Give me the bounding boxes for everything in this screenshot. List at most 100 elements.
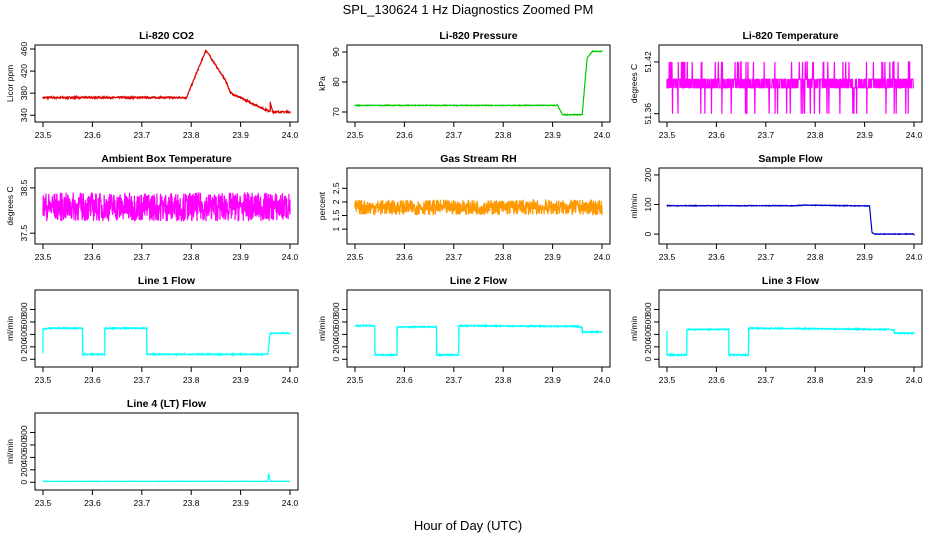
y-tick-label: 51.36 — [643, 103, 653, 125]
x-tick-label: 23.8 — [183, 252, 200, 262]
x-tick-label: 23.8 — [183, 130, 200, 140]
x-tick-label: 24.0 — [282, 130, 299, 140]
x-tick-label: 23.7 — [134, 130, 151, 140]
y-tick-label: 800 — [331, 302, 341, 316]
x-tick-label: 23.9 — [232, 252, 249, 262]
x-tick-label: 23.9 — [544, 375, 561, 385]
x-tick-label: 23.9 — [856, 252, 873, 262]
plot-frame — [658, 167, 923, 245]
x-tick-label: 24.0 — [906, 252, 923, 262]
x-tick-label: 23.9 — [856, 130, 873, 140]
y-tick-label: 460 — [19, 42, 29, 56]
series-line — [42, 473, 290, 483]
chart-panel-5: Gas Stream RH 23.5 23.6 23.7 23.8 23.9 24.0 1 1.… — [317, 153, 611, 262]
x-tick-label: 23.9 — [856, 375, 873, 385]
series-line — [354, 49, 603, 117]
x-tick-label: 23.8 — [495, 252, 512, 262]
plot-frame — [346, 167, 611, 245]
series-line — [666, 61, 914, 114]
x-tick-label: 23.5 — [347, 130, 364, 140]
x-tick-label: 23.6 — [84, 252, 101, 262]
chart-panel-10: Line 4 (LT) Flow 23.5 23.6 23.7 23.8 23.9 24.0… — [5, 398, 299, 508]
x-tick-label: 23.7 — [758, 130, 775, 140]
y-tick-label: 400 — [19, 327, 29, 341]
plot-frame — [346, 44, 611, 123]
x-tick-label: 23.5 — [659, 252, 676, 262]
x-tick-label: 23.5 — [347, 252, 364, 262]
plot-frame — [34, 289, 299, 368]
y-tick-label: 400 — [19, 450, 29, 464]
y-axis-label: Licor ppm — [5, 65, 15, 102]
x-tick-label: 23.5 — [659, 375, 676, 385]
y-tick-label: 1 — [331, 226, 341, 231]
plot-frame — [658, 44, 923, 123]
y-tick-label: 2.5 — [331, 182, 341, 194]
x-tick-label: 23.6 — [84, 498, 101, 508]
chart-panel-1: Li-820 CO2 23.5 23.6 23.7 23.8 23.9 24.0 340 380… — [5, 30, 299, 140]
y-axis-label: percent — [317, 191, 327, 220]
x-tick-label: 24.0 — [282, 252, 299, 262]
y-tick-label: 200 — [643, 168, 653, 182]
x-tick-label: 24.0 — [594, 252, 611, 262]
y-tick-label: 600 — [19, 438, 29, 452]
y-tick-label: 0 — [19, 480, 29, 485]
y-tick-label: 420 — [19, 64, 29, 78]
y-tick-label: 400 — [331, 327, 341, 341]
chart-panel-2: Li-820 Pressure 23.5 23.6 23.7 23.8 23.9 24.0 7… — [317, 30, 611, 140]
panel-title: Gas Stream RH — [440, 153, 516, 165]
panel-title: Line 2 Flow — [450, 275, 508, 287]
y-tick-label: 600 — [643, 315, 653, 329]
x-tick-label: 23.7 — [134, 252, 151, 262]
y-axis-label: degrees C — [629, 64, 639, 103]
y-tick-label: 0 — [19, 357, 29, 362]
x-axis-label: Hour of Day (UTC) — [413, 518, 523, 533]
y-tick-label: 2 — [331, 199, 341, 204]
y-axis-label: kPa — [317, 76, 327, 91]
y-tick-label: 600 — [331, 315, 341, 329]
series-line — [354, 323, 603, 358]
x-tick-label: 24.0 — [282, 375, 299, 385]
x-tick-label: 23.8 — [495, 130, 512, 140]
panel-title: Line 1 Flow — [138, 275, 196, 287]
x-tick-label: 23.9 — [544, 252, 561, 262]
x-tick-label: 23.8 — [495, 375, 512, 385]
panel-title: Li-820 Pressure — [439, 30, 517, 42]
plot-frame — [346, 289, 611, 368]
y-tick-label: 90 — [331, 47, 341, 57]
x-tick-label: 23.7 — [758, 375, 775, 385]
chart-panel-6: Sample Flow 23.5 23.6 23.7 23.8 23.9 24.0 0 100 2… — [629, 153, 923, 262]
x-tick-label: 23.6 — [396, 375, 413, 385]
x-tick-label: 23.7 — [134, 498, 151, 508]
chart-panel-4: Ambient Box Temperature 23.5 23.6 23.7 23.8 2… — [5, 153, 299, 262]
y-tick-label: 400 — [643, 327, 653, 341]
y-tick-label: 600 — [19, 315, 29, 329]
x-tick-label: 23.6 — [396, 130, 413, 140]
y-tick-label: 200 — [19, 462, 29, 476]
y-tick-label: 800 — [19, 425, 29, 439]
x-tick-label: 23.8 — [807, 130, 824, 140]
x-tick-label: 23.6 — [84, 130, 101, 140]
x-tick-label: 23.5 — [35, 252, 52, 262]
series-line — [42, 326, 291, 357]
x-tick-label: 23.6 — [396, 252, 413, 262]
x-tick-label: 23.5 — [347, 375, 364, 385]
x-tick-label: 23.6 — [708, 375, 725, 385]
series-line — [42, 191, 291, 222]
chart-panel-8: Line 2 Flow 23.5 23.6 23.7 23.8 23.9 24.0 0 2004… — [317, 275, 611, 385]
x-tick-label: 23.5 — [659, 130, 676, 140]
y-tick-label: 0 — [643, 357, 653, 362]
plot-frame — [658, 289, 923, 368]
x-tick-label: 23.5 — [35, 130, 52, 140]
y-tick-label: 200 — [643, 339, 653, 353]
y-tick-label: 380 — [19, 86, 29, 100]
plot-frame — [34, 44, 299, 123]
panel-title: Sample Flow — [758, 153, 823, 165]
panel-title: Ambient Box Temperature — [101, 153, 232, 165]
x-tick-label: 23.8 — [183, 498, 200, 508]
y-tick-label: 1.5 — [331, 209, 341, 221]
x-tick-label: 23.7 — [134, 375, 151, 385]
plot-frame — [34, 412, 299, 491]
x-tick-label: 23.6 — [84, 375, 101, 385]
x-tick-label: 23.7 — [758, 252, 775, 262]
x-tick-label: 23.9 — [232, 375, 249, 385]
